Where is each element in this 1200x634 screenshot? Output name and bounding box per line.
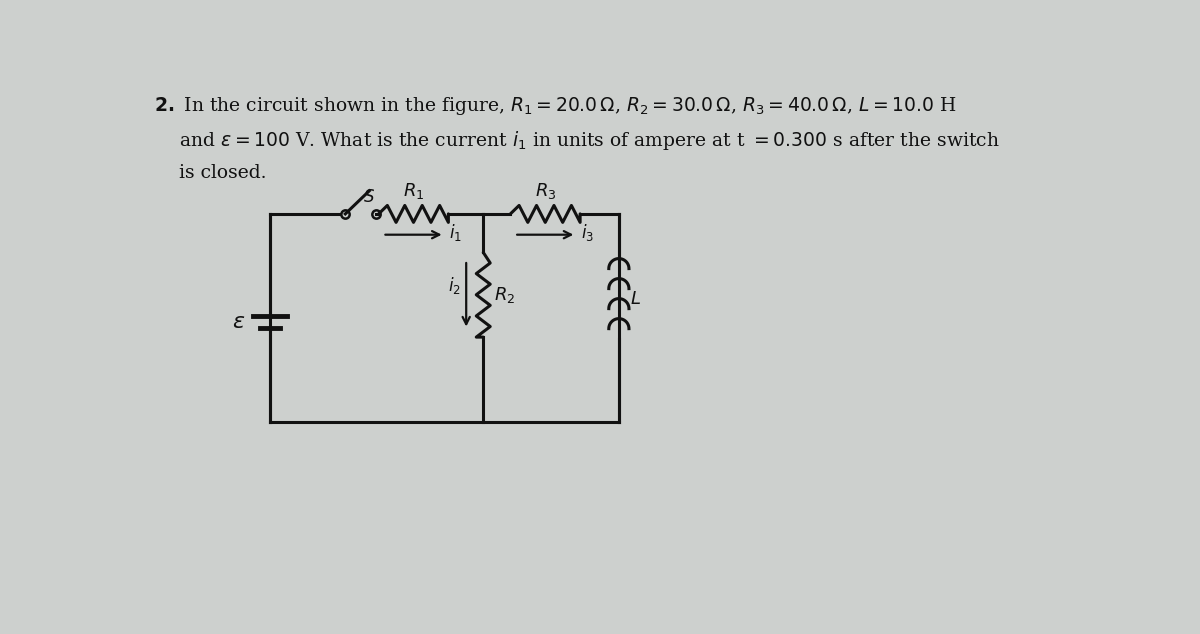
Text: $i_1$: $i_1$ [449, 222, 462, 243]
Text: $R_3$: $R_3$ [534, 181, 556, 201]
Text: $\mathbf{2.}$ In the circuit shown in the figure, $R_1 = 20.0\,\Omega$, $R_2 = 3: $\mathbf{2.}$ In the circuit shown in th… [154, 94, 956, 117]
Text: $i_3$: $i_3$ [581, 222, 594, 243]
Text: is closed.: is closed. [180, 164, 266, 182]
Text: $\varepsilon$: $\varepsilon$ [232, 311, 245, 333]
Text: $R_2$: $R_2$ [494, 285, 515, 305]
Text: $S$: $S$ [364, 189, 376, 206]
Text: $R_1$: $R_1$ [403, 181, 424, 201]
Text: and $\varepsilon = 100$ V. What is the current $i_1$ in units of ampere at t $= : and $\varepsilon = 100$ V. What is the c… [180, 129, 1000, 152]
Text: $L$: $L$ [630, 290, 641, 307]
Text: $i_2$: $i_2$ [448, 275, 461, 296]
